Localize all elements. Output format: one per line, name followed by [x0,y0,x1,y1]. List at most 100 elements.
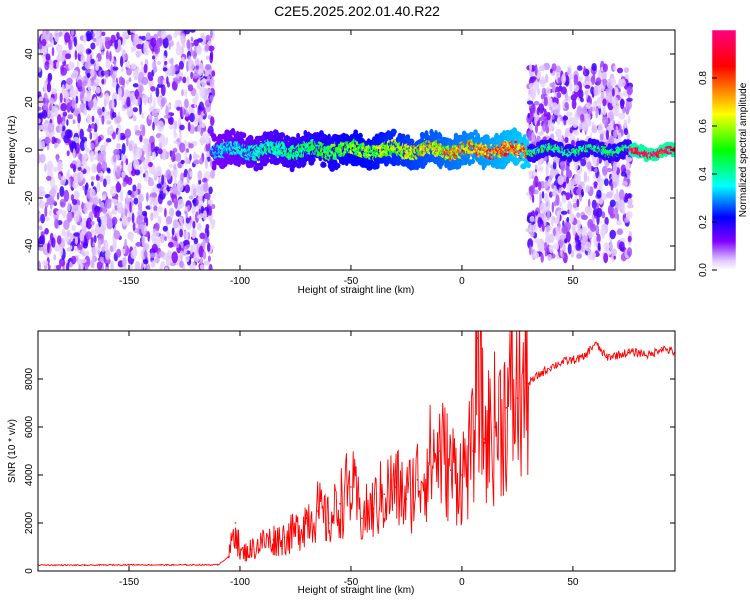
heatmap-cell [47,74,51,85]
heatmap-cell [196,79,201,90]
heatmap-cell [103,70,110,75]
heatmap-cell [51,88,57,95]
heatmap-cell [320,161,327,168]
heatmap-cell [76,158,81,168]
heatmap-cell [66,77,73,85]
heatmap-cell [162,67,168,72]
heatmap-cell [178,76,183,82]
heatmap-cell [173,163,177,171]
heatmap-cell [101,115,105,125]
heatmap-cell [38,124,43,131]
heatmap-cell [44,125,48,132]
heatmap-cell [184,88,188,98]
heatmap-cell [70,175,73,188]
heatmap-cell [99,175,104,182]
heatmap-cell [84,250,90,257]
heatmap-cell [89,132,93,140]
heatmap-cell [206,75,210,83]
heatmap-cell [139,104,142,115]
heatmap-cell [178,60,184,70]
heatmap-cell [109,50,112,62]
heatmap-cell [87,79,92,92]
heatmap-cell [199,232,206,240]
heatmap-cell [142,210,148,217]
heatmap-cell [66,119,69,126]
heatmap-cell [136,215,143,225]
heatmap-cell [63,219,70,230]
heatmap-cell [119,189,124,202]
heatmap-cell [174,99,182,105]
heatmap-cell [48,209,53,216]
heatmap-cell [189,170,193,178]
heatmap-cell [189,124,195,134]
heatmap-cell [77,166,82,171]
heatmap-cell [60,180,66,186]
heatmap-cell [161,148,167,161]
heatmap-cell [103,98,107,108]
heatmap-cell [176,106,181,111]
heatmap-cell [47,109,50,118]
heatmap-cell [47,122,55,133]
heatmap-cell [59,186,65,197]
heatmap-cell [190,244,193,255]
heatmap-cell [75,236,78,245]
heatmap-cell [73,190,80,200]
heatmap-cell [61,120,66,126]
heatmap-cell [114,205,118,210]
heatmap-cell [85,30,92,42]
heatmap-cell [156,205,163,213]
heatmap-cell [168,207,175,217]
heatmap-cell [174,177,177,187]
heatmap-cell [73,210,80,223]
heatmap-cell [167,241,174,248]
heatmap-cell [168,124,175,130]
heatmap-cell [94,156,99,161]
heatmap-cell [192,262,196,270]
heatmap-cell [205,136,210,145]
heatmap-cell [130,249,137,259]
heatmap-cell [159,264,163,270]
heatmap-cell [124,128,131,139]
heatmap-cell [192,188,197,198]
heatmap-cell [78,263,81,270]
heatmap-cell [177,198,185,209]
heatmap-cell [40,213,45,224]
heatmap-cell [60,103,67,112]
heatmap-cell [41,34,46,40]
heatmap-cell [183,240,190,245]
heatmap-cell [171,184,179,195]
heatmap-cell [169,163,173,168]
heatmap-cell [99,37,103,50]
heatmap-cell [127,176,133,186]
heatmap-cell [70,194,75,202]
heatmap-cell [188,195,194,200]
heatmap-cell [57,114,62,125]
heatmap-cell [185,148,189,153]
heatmap-cell [47,242,50,254]
heatmap-cell [65,53,72,60]
heatmap-cell [207,242,211,253]
heatmap-cell [125,79,130,85]
heatmap-cell [65,262,70,270]
heatmap-cell [95,174,100,181]
heatmap-cell [248,161,255,168]
heatmap-cell [103,178,107,188]
heatmap-cell [102,206,107,215]
heatmap-cell [115,116,122,124]
heatmap-cell [184,157,190,165]
heatmap-cell [104,266,110,270]
heatmap-cell [126,68,132,76]
heatmap-cell [149,197,153,210]
heatmap-cell [66,212,73,223]
heatmap-cell [61,84,65,94]
heatmap-cell [162,37,169,49]
heatmap-cell [193,251,200,263]
heatmap-cell [157,83,163,88]
heatmap-cell [148,76,154,82]
heatmap-cell [79,258,87,264]
heatmap-cell [45,60,50,66]
heatmap-cell [162,225,168,232]
heatmap-cell [64,32,71,43]
heatmap-cell [90,42,96,50]
heatmap-cell [131,212,135,224]
